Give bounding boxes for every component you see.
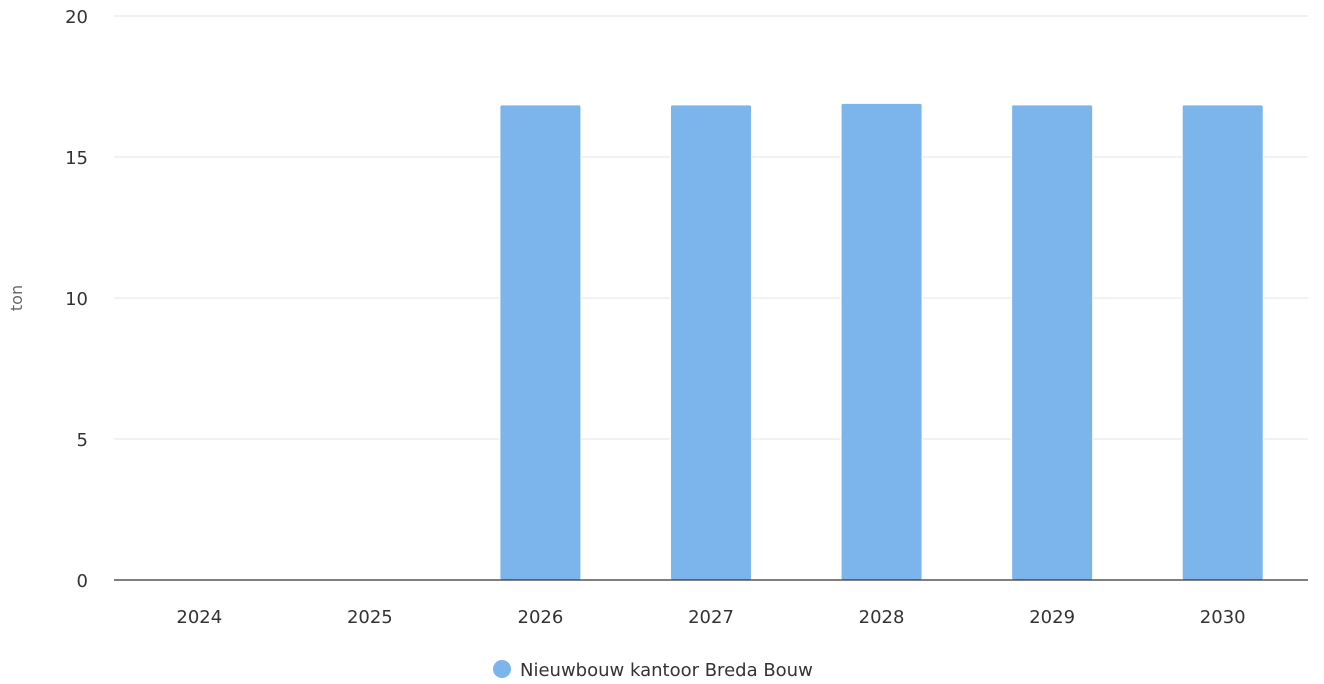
y-tick-label: 5 <box>77 430 88 451</box>
x-tick-label: 2025 <box>347 607 393 628</box>
legend-label: Nieuwbouw kantoor Breda Bouw <box>520 660 813 681</box>
bar-2029[interactable] <box>1011 104 1094 581</box>
y-tick-label: 15 <box>65 148 88 169</box>
bar-2027[interactable] <box>669 104 753 581</box>
y-tick-label: 0 <box>77 571 88 592</box>
bar-2030[interactable] <box>1181 104 1264 581</box>
legend[interactable]: Nieuwbouw kantoor Breda Bouw <box>493 660 813 681</box>
x-tick-label: 2028 <box>859 607 905 628</box>
x-axis-ticks: 2024 2025 2026 2027 2028 2029 2030 <box>176 607 1245 628</box>
y-tick-label: 10 <box>65 289 88 310</box>
bar-2026[interactable] <box>499 104 582 581</box>
x-tick-label: 2027 <box>688 607 734 628</box>
x-tick-label: 2024 <box>176 607 222 628</box>
x-tick-label: 2029 <box>1029 607 1075 628</box>
bar-2028[interactable] <box>840 102 923 581</box>
x-tick-label: 2030 <box>1200 607 1246 628</box>
x-tick-label: 2026 <box>518 607 564 628</box>
y-axis-ticks: 0 5 10 15 20 <box>65 7 88 592</box>
legend-marker <box>493 660 511 678</box>
y-axis-title: ton <box>7 285 26 311</box>
bars <box>499 102 1264 581</box>
y-tick-label: 20 <box>65 7 88 28</box>
